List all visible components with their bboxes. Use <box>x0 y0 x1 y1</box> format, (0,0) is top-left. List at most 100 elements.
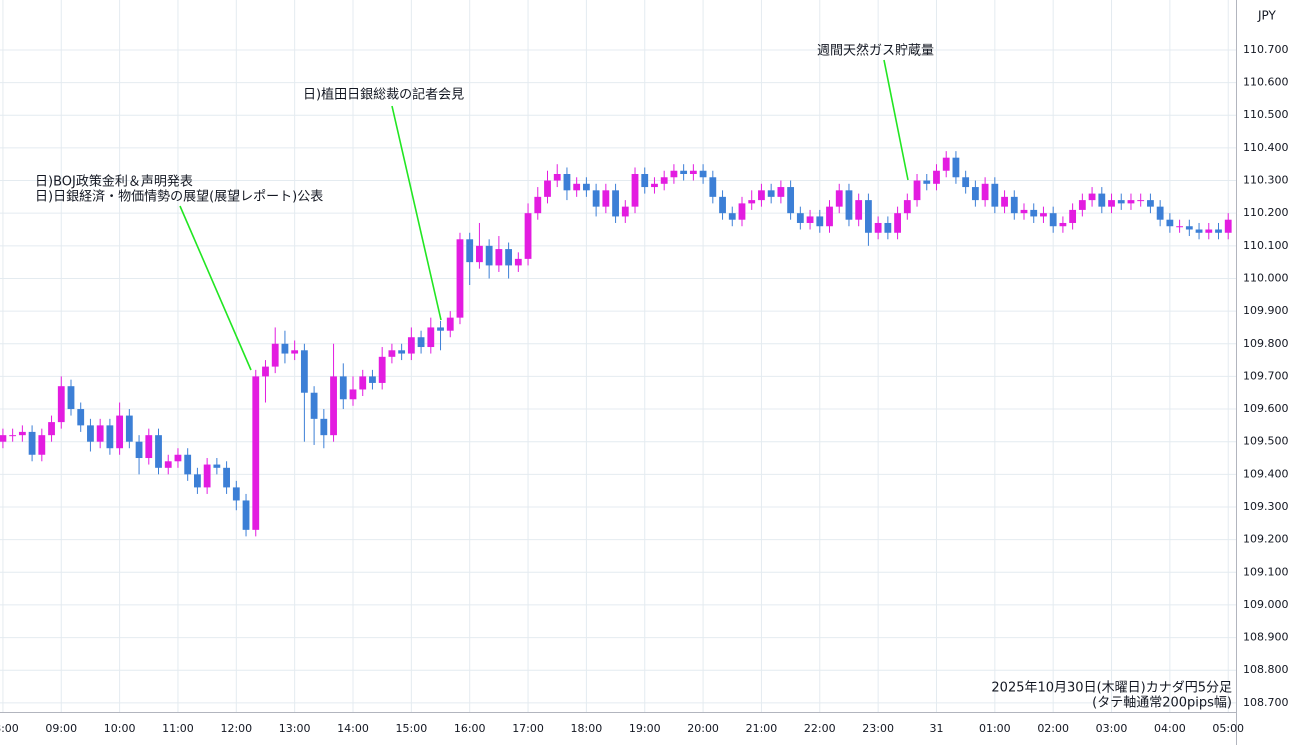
candle-body <box>1166 219 1174 227</box>
candle-body <box>1215 229 1222 233</box>
candle-body <box>67 386 75 410</box>
candle-body <box>194 474 201 488</box>
candle-body <box>680 170 688 175</box>
candle-body <box>77 409 85 426</box>
candle-body <box>164 461 172 468</box>
candle-body <box>660 177 668 184</box>
annotation-line <box>179 205 252 371</box>
candle-body <box>553 174 561 181</box>
candle-body <box>456 239 464 318</box>
candle-body <box>116 415 124 449</box>
candle-body <box>534 196 542 214</box>
candle-body <box>709 177 717 197</box>
candle-body <box>339 376 347 400</box>
candle-body <box>369 376 376 383</box>
candle-body <box>1195 229 1203 233</box>
y-tick-label: 109.700 <box>1243 369 1289 382</box>
candle-body <box>262 366 269 377</box>
annotation-lines <box>179 59 909 371</box>
x-tick-label: 05:00 <box>1212 722 1244 735</box>
candle-body <box>320 418 328 436</box>
annotation-line <box>883 59 909 181</box>
candle-body <box>145 435 153 459</box>
y-tick-label: 108.800 <box>1243 663 1289 676</box>
candle-body <box>1049 213 1057 227</box>
candle-body <box>651 183 658 188</box>
candle-body <box>271 343 279 367</box>
candle-body <box>621 206 629 217</box>
candle-body <box>38 435 46 455</box>
candle-body <box>796 213 804 223</box>
candle-body <box>738 203 746 220</box>
candle-body <box>300 350 308 393</box>
candle-body <box>398 350 406 354</box>
candle-body <box>1108 200 1115 207</box>
candle-body <box>631 174 639 207</box>
candle-body <box>57 386 65 423</box>
annotation: 日)植田日銀総裁の記者会見 <box>303 87 464 103</box>
x-tick-label: 08:00 <box>0 722 19 735</box>
candle-body <box>232 487 240 501</box>
candle-body <box>495 249 503 266</box>
candle-body <box>1098 193 1106 207</box>
y-tick-label: 109.900 <box>1243 304 1289 317</box>
x-tick-label: 22:00 <box>804 722 836 735</box>
x-tick-label: 01:00 <box>979 722 1011 735</box>
candle-body <box>174 454 182 462</box>
y-tick-label: 109.400 <box>1243 467 1289 480</box>
x-tick-label: 04:00 <box>1154 722 1186 735</box>
y-tick-label: 109.600 <box>1243 402 1289 415</box>
candle-body <box>1117 200 1125 204</box>
candle-body <box>952 157 960 178</box>
candle-body <box>573 183 581 191</box>
y-tick-label: 110.600 <box>1243 76 1289 89</box>
candle-body <box>184 454 192 475</box>
candle-body <box>816 216 824 227</box>
candle-body <box>806 216 814 223</box>
x-tick-label: 19:00 <box>629 722 661 735</box>
axes: 108.700 108.800 108.900 109.000 109.100 109.2… <box>0 43 1289 735</box>
x-tick-label: 20:00 <box>687 722 719 735</box>
annotation: 日)BOJ政策金利＆声明発表 <box>35 174 193 190</box>
candle-body <box>252 376 260 530</box>
candle-body <box>602 190 610 207</box>
x-tick-label: 15:00 <box>396 722 428 735</box>
candle-body <box>1127 200 1135 204</box>
candle-body <box>359 376 367 390</box>
x-axis-panel <box>0 712 1300 745</box>
candle-body <box>223 467 230 488</box>
candle-body <box>437 327 444 331</box>
candle-body <box>544 180 551 197</box>
annotation: 週間天然ガス貯蔵量 <box>817 43 934 59</box>
candle-body <box>203 464 211 488</box>
x-tick-label: 10:00 <box>104 722 136 735</box>
x-tick-label: 31 <box>929 722 943 735</box>
candle-body <box>699 170 707 178</box>
x-tick-label: 18:00 <box>571 722 603 735</box>
candle-body <box>87 425 94 442</box>
candle-body <box>1176 226 1184 228</box>
y-tick-label: 110.000 <box>1243 271 1289 284</box>
x-tick-label: 21:00 <box>746 722 778 735</box>
y-tick-label: 110.400 <box>1243 141 1289 154</box>
candle-body <box>874 222 882 233</box>
candle-body <box>18 431 26 436</box>
candle-body <box>466 239 474 263</box>
candle-body <box>505 249 513 266</box>
x-tick-label: 11:00 <box>162 722 194 735</box>
candle-body <box>135 441 143 459</box>
grid <box>0 0 1236 712</box>
candle-body <box>865 200 872 233</box>
candle-body <box>485 245 493 266</box>
candle-body <box>612 190 619 217</box>
candle-body <box>48 422 55 436</box>
candle-body <box>787 187 795 214</box>
candle-body <box>155 435 162 468</box>
x-tick-label: 09:00 <box>45 722 77 735</box>
candle-body <box>1156 206 1164 220</box>
candle-body <box>514 258 522 266</box>
candle-body <box>991 183 999 207</box>
candle-body <box>417 337 425 348</box>
candle-body <box>689 170 697 175</box>
